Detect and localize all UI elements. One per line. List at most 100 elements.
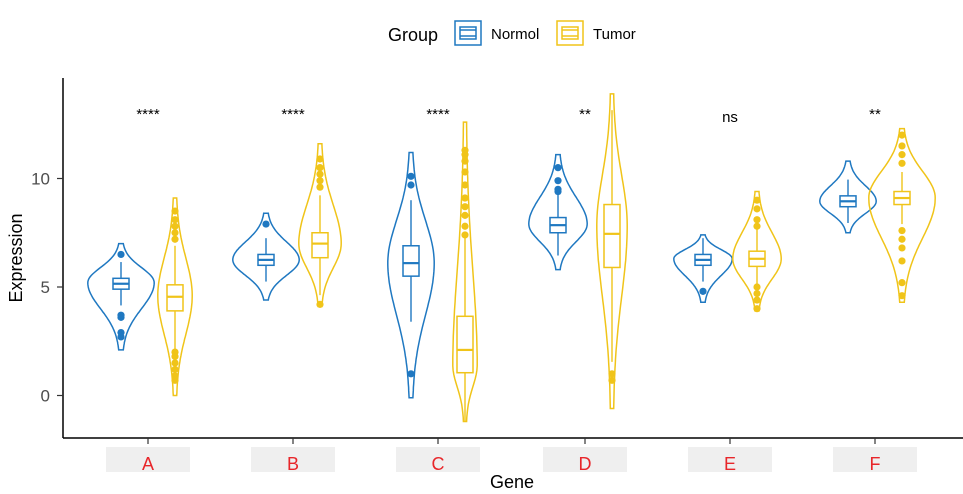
box xyxy=(402,245,420,277)
legend-item-normol: Normol xyxy=(454,20,539,46)
significance-label: **** xyxy=(426,106,450,123)
outlier-point xyxy=(898,279,906,287)
outlier-point xyxy=(316,300,324,308)
legend-key-box xyxy=(556,20,584,46)
violin-tumor-a xyxy=(157,197,193,397)
outlier-point xyxy=(171,359,179,367)
outlier-point xyxy=(316,170,324,178)
outlier-point xyxy=(461,181,469,189)
outlier-point xyxy=(898,131,906,139)
outlier-point xyxy=(753,205,761,213)
violin-normol-c xyxy=(387,151,435,399)
violin-tumor-c xyxy=(452,121,478,423)
violin-outline xyxy=(868,127,936,303)
violin-tumor-b xyxy=(298,143,342,308)
outlier-point xyxy=(461,231,469,239)
outlier-point xyxy=(461,203,469,211)
violin-outline xyxy=(528,153,588,271)
violin-normol-d xyxy=(528,153,588,271)
outlier-point xyxy=(316,177,324,185)
violin-outline xyxy=(387,151,435,399)
outlier-point xyxy=(262,220,270,228)
legend-key-inner xyxy=(459,26,477,40)
outlier-point xyxy=(171,348,179,356)
legend-label: Tumor xyxy=(593,26,636,43)
outlier-point xyxy=(753,196,761,204)
outlier-point xyxy=(898,226,906,235)
outlier-point xyxy=(461,211,469,219)
significance-label: **** xyxy=(136,106,160,123)
significance-label: **** xyxy=(281,106,305,123)
outlier-point xyxy=(171,372,179,380)
outlier-point xyxy=(898,244,906,252)
legend-item-tumor: Tumor xyxy=(556,20,636,46)
outlier-point xyxy=(171,365,179,374)
violin-tumor-e xyxy=(732,190,782,313)
significance-label: ** xyxy=(869,106,881,123)
significance-label: ** xyxy=(579,106,591,123)
violin-outline xyxy=(87,242,155,351)
outlier-point xyxy=(461,222,469,230)
outlier-point xyxy=(171,216,179,224)
y-tick-label: 10 xyxy=(31,170,50,189)
outlier-point xyxy=(461,168,469,176)
outlier-point xyxy=(117,311,125,319)
outlier-point xyxy=(117,328,125,337)
gene-label-e: E xyxy=(724,454,736,474)
y-tick-label: 5 xyxy=(41,278,50,297)
blurred-tick-label xyxy=(688,447,772,472)
violin-outline xyxy=(232,212,300,301)
outlier-point xyxy=(608,370,616,378)
box xyxy=(603,203,621,269)
y-axis-title: Expression xyxy=(6,213,26,302)
gene-label-f: F xyxy=(870,454,881,474)
violin-normol-e xyxy=(673,234,733,303)
violin-tumor-d xyxy=(596,93,628,410)
legend-key-box xyxy=(454,20,482,46)
legend: Group Normol Tumor xyxy=(388,20,636,46)
outlier-point xyxy=(407,370,415,378)
y-tick-label: 0 xyxy=(41,387,50,406)
outlier-point xyxy=(171,229,179,237)
outlier-point xyxy=(316,183,324,191)
outlier-point xyxy=(554,185,562,193)
blurred-tick-label xyxy=(251,447,335,472)
outlier-point xyxy=(407,172,415,180)
outlier-point xyxy=(753,296,761,304)
outlier-point xyxy=(461,194,469,202)
outlier-point xyxy=(898,159,906,167)
outlier-point xyxy=(171,207,179,215)
outlier-point xyxy=(753,222,761,230)
outlier-point xyxy=(898,292,906,300)
violin-normol-f xyxy=(819,160,877,234)
violin-outline xyxy=(819,160,877,234)
outlier-point xyxy=(316,155,324,163)
violin-outline xyxy=(157,197,193,397)
violin-normol-a xyxy=(87,242,155,351)
legend-label: Normol xyxy=(491,26,539,43)
significance-label: ns xyxy=(722,109,738,126)
outlier-point xyxy=(699,287,707,295)
outlier-point xyxy=(117,250,125,259)
blurred-tick-label xyxy=(396,447,480,472)
outlier-point xyxy=(753,289,761,298)
outlier-point xyxy=(554,164,562,172)
x-axis-title: Gene xyxy=(490,472,534,492)
outlier-point xyxy=(171,235,179,243)
violin-outline xyxy=(452,121,478,423)
outlier-point xyxy=(898,142,906,150)
box xyxy=(456,315,474,374)
outlier-point xyxy=(461,157,469,165)
violin-normol-b xyxy=(232,212,300,301)
legend-title: Group xyxy=(388,25,438,45)
blurred-tick-label xyxy=(543,447,627,472)
violin-outline xyxy=(596,93,628,410)
outlier-point xyxy=(898,257,906,265)
box xyxy=(311,232,329,259)
gene-label-d: D xyxy=(579,454,592,474)
violin-tumor-f xyxy=(868,127,936,303)
outlier-point xyxy=(407,181,415,189)
gene-label-b: B xyxy=(287,454,299,474)
legend-key-inner xyxy=(561,26,579,40)
